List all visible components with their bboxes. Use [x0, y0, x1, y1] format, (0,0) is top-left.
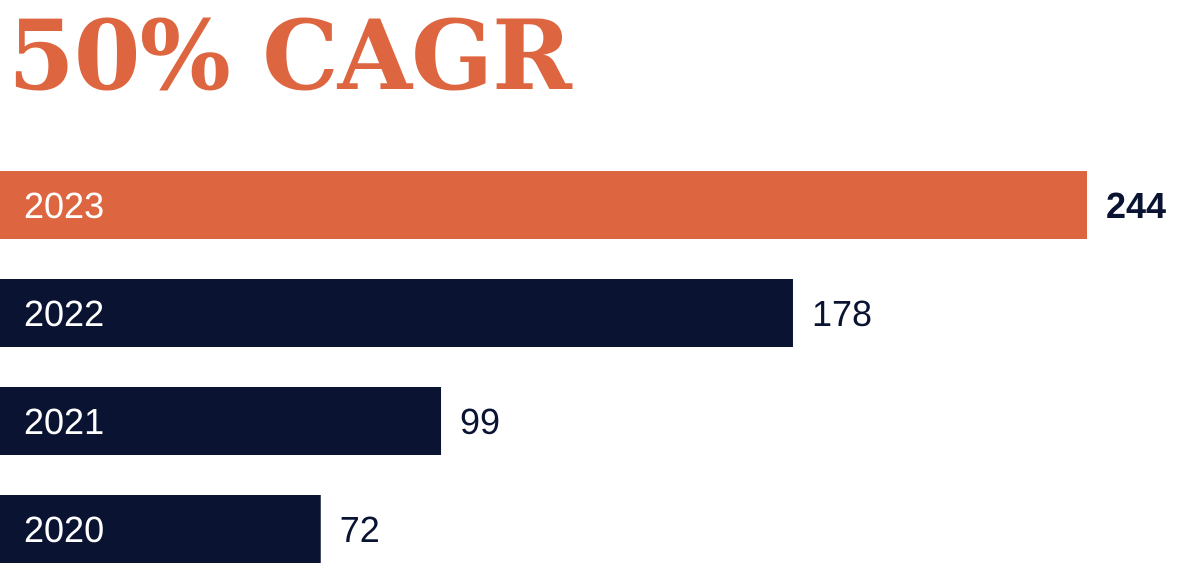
- bar-2021: [0, 387, 442, 455]
- bar-2022: [0, 279, 793, 347]
- bar-value-label: 244: [1106, 185, 1166, 226]
- bar-value-label: 99: [460, 401, 500, 442]
- bar-2020: [0, 495, 321, 563]
- bar-2023: [0, 171, 1087, 239]
- bar-value-label: 178: [812, 293, 872, 334]
- bar-category-label: 2023: [24, 185, 104, 226]
- bar-category-label: 2020: [24, 509, 104, 550]
- bar-value-label: 72: [340, 509, 380, 550]
- bar-category-label: 2021: [24, 401, 104, 442]
- chart-headline: 50% CAGR: [8, 0, 572, 112]
- bar-category-label: 2022: [24, 293, 104, 334]
